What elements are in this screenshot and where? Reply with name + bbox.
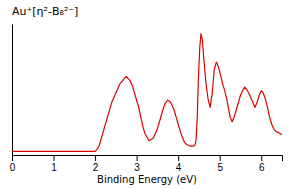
- spectrum-line: [12, 34, 282, 152]
- x-tick-label: 0: [10, 162, 16, 173]
- x-tick-label: 3: [134, 162, 140, 173]
- x-tick-mark: [137, 155, 138, 161]
- x-tick-label: 6: [259, 162, 265, 173]
- x-tick: 1: [51, 155, 57, 173]
- x-tick-mark: [54, 155, 55, 161]
- x-tick-label: 1: [51, 162, 57, 173]
- x-tick-mark: [261, 155, 262, 161]
- x-tick-label: 2: [93, 162, 99, 173]
- chart: 0 1 2 3 4 5 6 Au⁺[η²-B₈²⁻] Binding Energy (eV): [0, 0, 294, 189]
- x-tick-mark: [95, 155, 96, 161]
- x-tick: 2: [93, 155, 99, 173]
- x-tick: 6: [259, 155, 265, 173]
- plot-area: 0 1 2 3 4 5 6: [10, 25, 283, 174]
- marks: [12, 34, 282, 152]
- x-tick-mark: [220, 155, 221, 161]
- x-tick: 5: [217, 155, 223, 173]
- x-tick: 4: [176, 155, 182, 173]
- x-axis-line: [13, 156, 283, 162]
- x-axis-title: Binding Energy (eV): [97, 174, 197, 185]
- x-axis: 0 1 2 3 4 5 6: [10, 155, 283, 173]
- y-axis: [12, 25, 13, 156]
- x-tick-mark: [178, 155, 179, 161]
- x-tick-mark: [12, 155, 13, 161]
- x-tick-label: 4: [176, 162, 182, 173]
- title: Au⁺[η²-B₈²⁻]: [12, 5, 78, 18]
- x-tick: 0: [10, 155, 16, 173]
- x-tick-label: 5: [217, 162, 223, 173]
- y-axis-line: [12, 25, 13, 156]
- x-tick: 3: [134, 155, 140, 173]
